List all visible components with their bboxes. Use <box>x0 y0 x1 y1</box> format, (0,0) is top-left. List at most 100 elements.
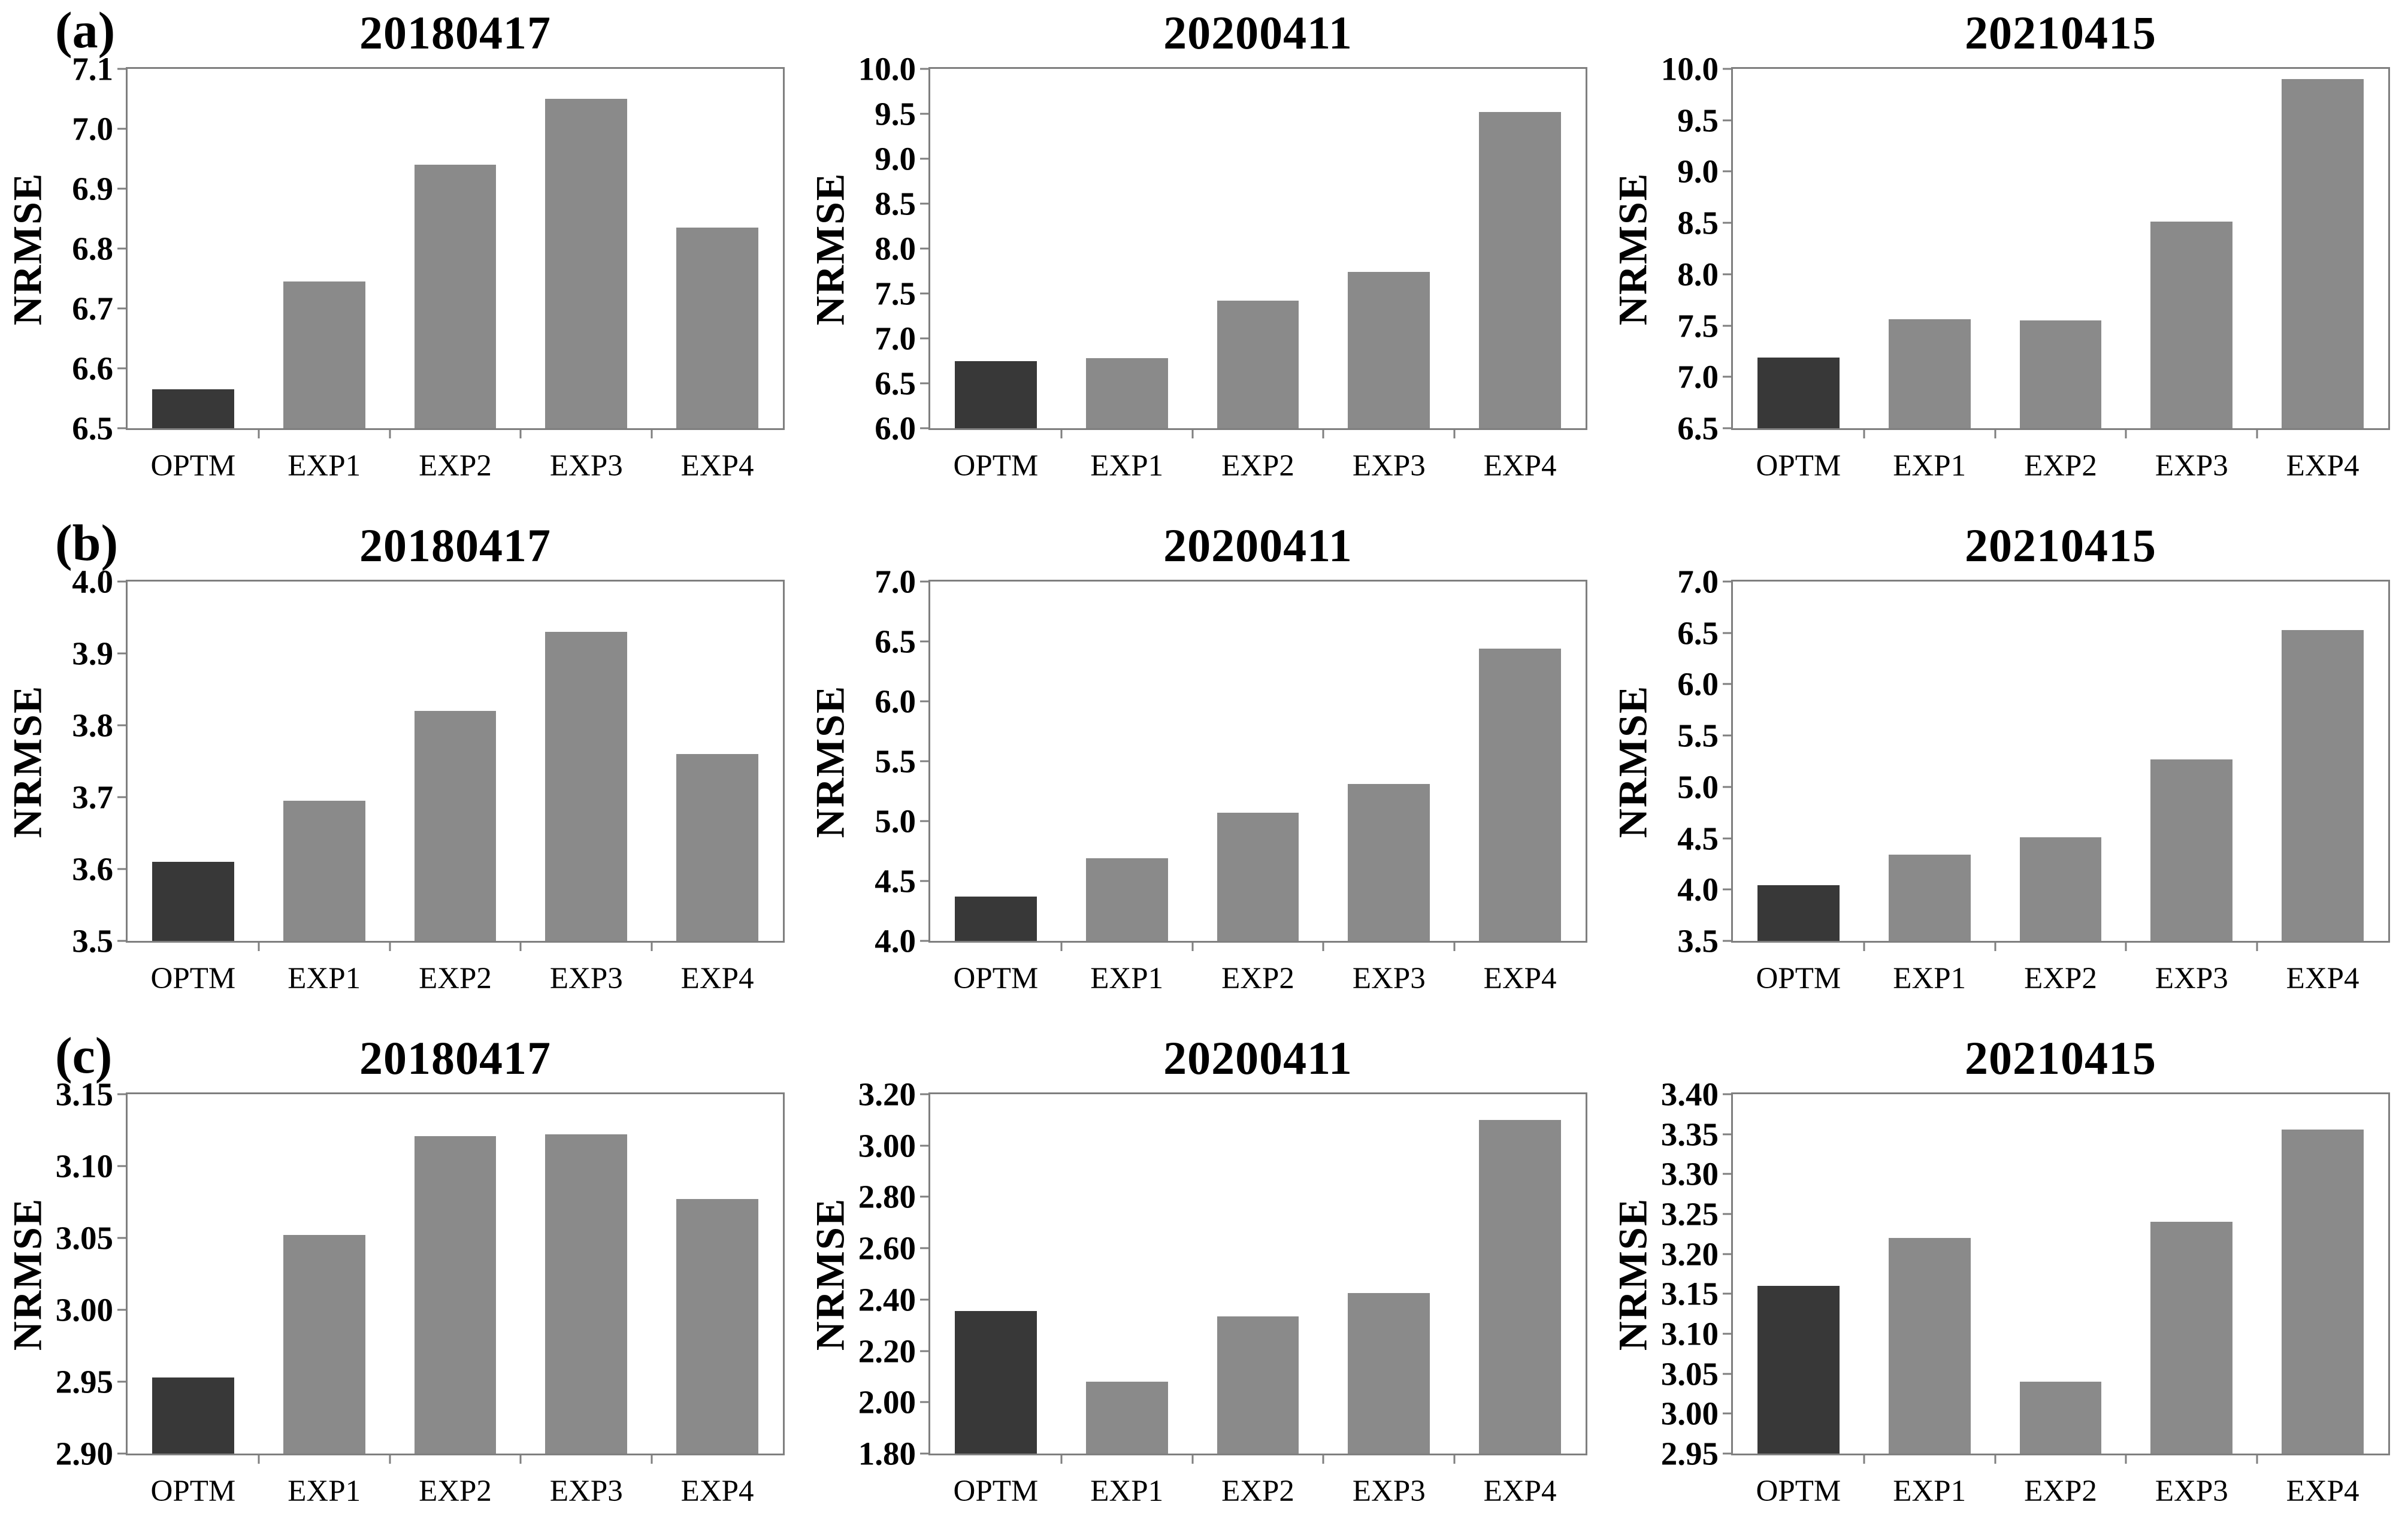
x-category-label: EXP3 <box>549 449 623 483</box>
y-tick-label: 6.5 <box>875 365 916 402</box>
y-tick-mark <box>117 1309 128 1311</box>
y-axis-label-box: NRMSE <box>803 67 858 430</box>
plot-area: 6.5 7.0 7.5 8.0 8.5 9.0 9.5 10.0 OPTM EXP1 EXP2 EXP… <box>1661 53 2390 483</box>
bar-optm <box>955 1311 1037 1454</box>
bar-optm <box>1757 885 1840 941</box>
chart-panel: (a) 20180417 NRMSE 6.5 6.6 6.7 6.8 6.9 7.0 7.1 OPT… <box>0 0 803 513</box>
bar-optm <box>955 897 1037 941</box>
y-tick-label: 5.5 <box>1677 717 1719 754</box>
bar-exp2 <box>2019 837 2102 941</box>
bar-exp3 <box>2150 759 2233 941</box>
x-category-label: EXP4 <box>1483 449 1557 483</box>
y-axis-label-box: NRMSE <box>0 580 55 943</box>
y-tick-label: 3.6 <box>72 850 113 888</box>
y-tick-mark <box>920 940 930 942</box>
y-tick-mark <box>1723 68 1733 70</box>
bar-exp4 <box>676 754 758 941</box>
plot-area: 3.5 4.0 4.5 5.0 5.5 6.0 6.5 7.0 OPTM EXP1 EXP2 EXP3… <box>1677 565 2390 995</box>
y-tick-label: 3.35 <box>1660 1116 1719 1153</box>
y-tick-label: 6.9 <box>72 170 113 207</box>
y-tick-mark <box>1723 1452 1733 1455</box>
y-tick-mark <box>920 1195 930 1198</box>
y-tick-mark <box>117 128 128 130</box>
bar-exp2 <box>1217 1316 1299 1454</box>
x-category-label: EXP3 <box>549 1475 623 1508</box>
x-tick-mark <box>1994 428 1996 438</box>
plot-area: 2.90 2.95 3.00 3.05 3.10 3.15 OPTM EXP1 EXP2 EXP3… <box>56 1078 785 1508</box>
plot-area: 2.95 3.00 3.05 3.10 3.15 3.20 3.25 3.30 3.35 3.40… <box>1661 1078 2390 1508</box>
chart-panel: 20210415 NRMSE 3.5 4.0 4.5 5.0 5.5 6.0 6.5 7.0 OPT… <box>1605 513 2408 1025</box>
x-category-label: EXP2 <box>1221 962 1294 995</box>
x-category-label: EXP4 <box>1483 962 1557 995</box>
y-tick-label: 3.30 <box>1660 1155 1719 1192</box>
y-tick-mark <box>1723 1093 1733 1095</box>
chart-panel: 20210415 NRMSE 6.5 7.0 7.5 8.0 8.5 9.0 9.5 10.0 OP… <box>1605 0 2408 513</box>
y-tick-label: 8.0 <box>875 230 916 267</box>
y-tick-mark <box>1723 1173 1733 1175</box>
y-tick-label: 3.00 <box>858 1127 916 1164</box>
y-tick-mark <box>920 700 930 703</box>
x-tick-mark <box>1994 1454 1996 1464</box>
y-tick-label: 6.0 <box>1677 665 1719 703</box>
x-category-label: OPTM <box>953 1475 1039 1508</box>
y-tick-label: 3.15 <box>55 1076 113 1113</box>
bar-exp4 <box>1479 1119 1561 1454</box>
y-axis-label-box: NRMSE <box>803 580 858 943</box>
y-axis-label-box: NRMSE <box>1605 1092 1660 1455</box>
y-axis-label-box: NRMSE <box>0 1092 55 1455</box>
y-tick-mark <box>1723 683 1733 685</box>
x-category-label: EXP3 <box>1352 449 1426 483</box>
bar-exp4 <box>1479 112 1561 428</box>
y-tick-label: 6.0 <box>875 410 916 447</box>
bar-exp4 <box>676 228 758 428</box>
y-axis-label: NRMSE <box>4 1197 50 1351</box>
y-tick-label: 9.0 <box>875 140 916 177</box>
y-tick-label: 7.1 <box>72 50 113 87</box>
y-tick-label: 2.40 <box>858 1281 916 1318</box>
y-tick-label: 7.0 <box>875 563 916 600</box>
x-category-label: EXP1 <box>1893 1475 1967 1508</box>
y-tick-label: 8.0 <box>1677 256 1719 293</box>
y-axis-label: NRMSE <box>1610 1197 1656 1351</box>
x-category-label: EXP3 <box>2155 449 2228 483</box>
y-axis-label: NRMSE <box>807 172 853 325</box>
x-category-label: EXP2 <box>2024 1475 2097 1508</box>
x-tick-mark <box>519 941 522 951</box>
bar-exp1 <box>1888 855 1971 941</box>
bar-exp1 <box>283 801 365 941</box>
y-tick-label: 3.9 <box>72 635 113 672</box>
chart-title: 20180417 <box>359 519 551 571</box>
y-tick-mark <box>117 796 128 798</box>
bar-exp4 <box>676 1199 758 1454</box>
bar-exp1 <box>1888 319 1971 428</box>
chart-title: 20210415 <box>1965 1032 2156 1084</box>
x-category-label: EXP4 <box>680 1475 754 1508</box>
x-tick-mark <box>389 428 391 438</box>
y-tick-mark <box>1723 632 1733 634</box>
bar-exp3 <box>2150 1222 2233 1454</box>
y-tick-label: 3.5 <box>72 922 113 959</box>
y-tick-mark <box>920 1401 930 1403</box>
x-tick-mark <box>2125 428 2127 438</box>
x-category-label: EXP1 <box>1090 449 1164 483</box>
x-category-label: EXP1 <box>288 449 361 483</box>
bar-optm <box>1757 1286 1840 1454</box>
x-category-label: EXP3 <box>549 962 623 995</box>
bar-exp4 <box>2282 1129 2364 1454</box>
y-tick-mark <box>920 1145 930 1147</box>
x-category-label: EXP2 <box>2024 962 2097 995</box>
y-tick-mark <box>117 1452 128 1455</box>
bar-optm <box>152 389 234 428</box>
y-tick-label: 7.0 <box>1677 358 1719 395</box>
y-tick-label: 7.0 <box>1677 563 1719 600</box>
y-tick-mark <box>920 247 930 250</box>
x-tick-mark <box>258 941 260 951</box>
y-tick-mark <box>1723 427 1733 429</box>
y-tick-mark <box>117 1093 128 1095</box>
bar-exp3 <box>1348 784 1430 941</box>
bar-exp1 <box>283 1235 365 1454</box>
x-tick-mark <box>1453 428 1456 438</box>
x-tick-mark <box>2125 941 2127 951</box>
y-tick-mark <box>1723 119 1733 122</box>
chart-title: 20210415 <box>1965 519 2156 571</box>
